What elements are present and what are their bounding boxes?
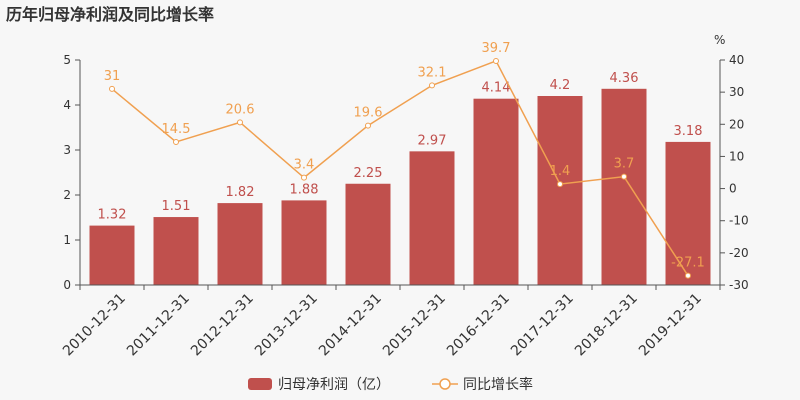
line-point (109, 85, 115, 92)
chart-title: 历年归母净利润及同比增长率 (6, 5, 214, 24)
line-point (621, 173, 627, 180)
legend-bar-swatch (248, 378, 272, 390)
line-point (557, 181, 563, 188)
bar-value-label: 1.88 (290, 182, 319, 197)
bar-value-label: 4.36 (610, 71, 639, 86)
left-tick-label: 2 (63, 188, 71, 202)
x-tick-label: 2019-12-31 (636, 291, 705, 360)
x-tick-label: 2013-12-31 (252, 291, 321, 360)
line-point (493, 57, 499, 64)
x-tick-label: 2017-12-31 (508, 291, 577, 360)
bar (473, 98, 519, 285)
right-tick-label: 40 (729, 53, 744, 67)
line-point (237, 119, 243, 126)
right-axis-unit: % (714, 33, 725, 47)
right-tick-label: 30 (729, 85, 744, 99)
x-tick-label: 2016-12-31 (444, 291, 513, 360)
bar (217, 203, 263, 285)
line-value-label: 14.5 (162, 122, 191, 137)
x-axis: 2010-12-312011-12-312012-12-312013-12-31… (60, 284, 721, 360)
right-tick-label: 10 (729, 149, 744, 163)
legend-line-label: 同比增长率 (463, 376, 533, 393)
bar-value-label: 2.97 (418, 133, 447, 148)
right-tick-label: -30 (729, 278, 749, 292)
legend-bar-label: 归母净利润（亿） (278, 376, 390, 393)
bar-series: 1.32 1.51 1.82 1.88 2.25 2.97 4.14 4.2 4.36 3.18 (89, 71, 711, 285)
bar-value-label: 2.25 (354, 166, 383, 181)
bar (601, 88, 647, 285)
bar-value-label: 4.2 (550, 78, 571, 93)
left-tick-label: 1 (63, 233, 71, 247)
line-series: 31 14.5 20.6 3.4 19.6 32.1 39.7 1.4 3.7 -27.1 (104, 41, 705, 279)
x-tick-label: 2018-12-31 (572, 291, 641, 360)
right-tick-label: -20 (729, 246, 749, 260)
line-point (301, 174, 307, 181)
x-tick-label: 2015-12-31 (380, 291, 449, 360)
right-tick-label: 20 (729, 117, 744, 131)
legend-line-marker (439, 378, 451, 390)
left-tick-label: 5 (63, 53, 71, 67)
bar (89, 225, 135, 285)
left-tick-label: 4 (63, 98, 71, 112)
right-tick-label: 0 (729, 182, 737, 196)
line-value-label: 20.6 (226, 102, 255, 117)
line-point (173, 138, 179, 145)
bar (281, 200, 327, 285)
right-tick-label: -10 (729, 214, 749, 228)
bar (345, 183, 391, 285)
line-value-label: 3.4 (294, 158, 315, 173)
growth-line (111, 60, 689, 277)
line-value-label: 3.7 (614, 157, 635, 172)
bar-value-label: 4.14 (482, 81, 511, 96)
left-tick-label: 0 (63, 278, 71, 292)
bar-value-label: 1.51 (162, 199, 191, 214)
left-tick-label: 3 (63, 143, 71, 157)
x-tick-label: 2014-12-31 (316, 291, 385, 360)
left-axis: 0 1 2 3 4 5 (63, 53, 81, 292)
bar (153, 217, 199, 285)
line-value-label: 39.7 (482, 41, 511, 56)
line-value-label: 19.6 (354, 106, 383, 121)
bar-value-label: 3.18 (674, 124, 703, 139)
x-tick-label: 2011-12-31 (124, 291, 193, 360)
line-point (429, 82, 435, 89)
bar (665, 141, 711, 285)
bar (537, 96, 583, 285)
legend: 归母净利润（亿） 同比增长率 (248, 376, 533, 393)
bar-value-label: 1.82 (226, 185, 255, 200)
line-value-label: 1.4 (550, 164, 571, 179)
x-tick-label: 2010-12-31 (60, 291, 129, 360)
line-value-label: 32.1 (418, 65, 447, 80)
right-axis: -30 -20 -10 0 10 20 30 40 (719, 53, 749, 292)
x-tick-label: 2012-12-31 (188, 291, 257, 360)
bar (409, 151, 455, 285)
line-value-label: 31 (104, 69, 121, 84)
line-value-label: -27.1 (671, 256, 705, 271)
line-point (685, 272, 691, 279)
line-point (365, 122, 371, 129)
bar-value-label: 1.32 (98, 208, 127, 223)
